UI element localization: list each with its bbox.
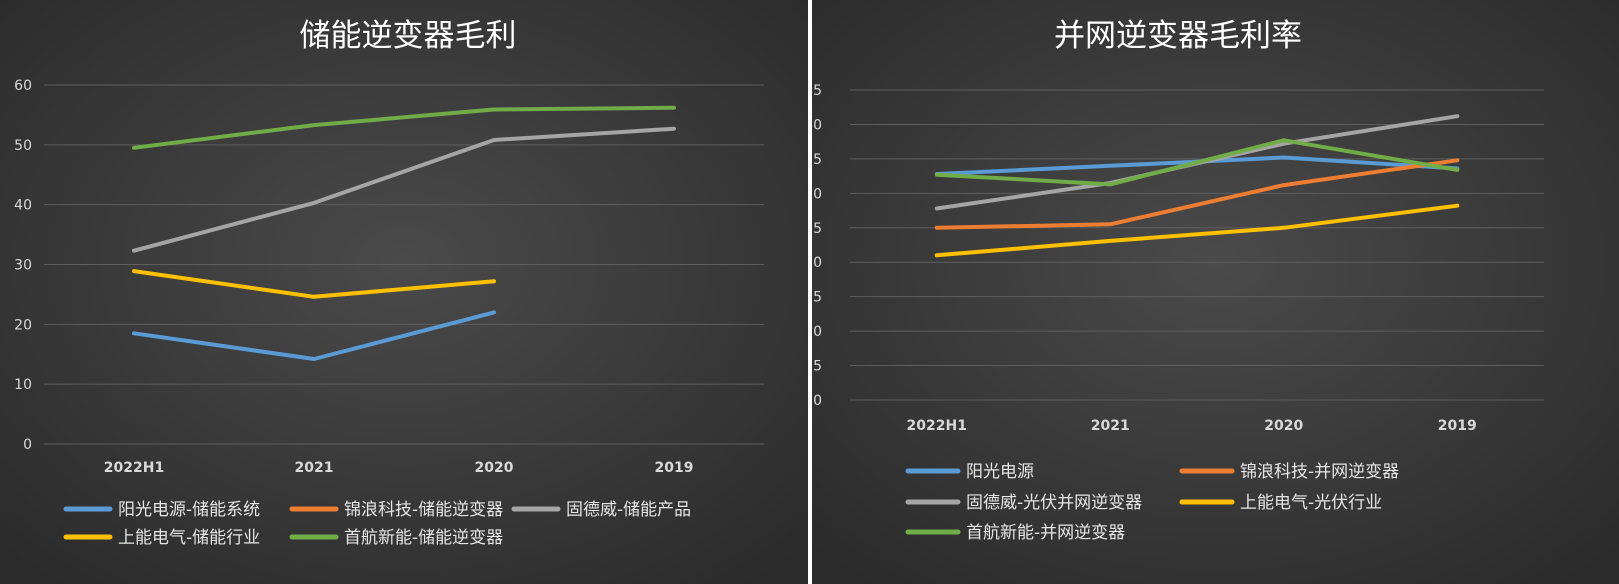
series-line bbox=[132, 105, 676, 150]
y-tick-label: 35 bbox=[812, 152, 822, 168]
x-tick-label: 2020 bbox=[475, 460, 514, 476]
y-tick-label: 25 bbox=[812, 221, 822, 237]
x-tick-label: 2019 bbox=[655, 460, 694, 476]
y-tick-label: 30 bbox=[812, 186, 822, 202]
y-tick-label: 0 bbox=[23, 437, 32, 453]
legend-label: 首航新能-储能逆变器 bbox=[344, 528, 503, 548]
legend-label: 固德威-储能产品 bbox=[566, 500, 691, 520]
legend-label: 首航新能-并网逆变器 bbox=[966, 523, 1125, 543]
y-tick-label: 20 bbox=[812, 255, 822, 271]
legend-label: 固德威-光伏并网逆变器 bbox=[966, 493, 1142, 513]
x-tick-labels: 2022H1 2021 2020 2019 bbox=[104, 460, 694, 476]
y-tick-label: 50 bbox=[14, 138, 32, 154]
series-lines bbox=[934, 114, 1460, 258]
series-line bbox=[934, 138, 1460, 187]
chart-background bbox=[0, 0, 808, 584]
y-tick-label: 20 bbox=[14, 317, 32, 333]
legend-label: 锦浪科技-并网逆变器 bbox=[1240, 462, 1399, 482]
chart-background bbox=[812, 0, 1619, 584]
y-tick-label: 45 bbox=[812, 83, 822, 99]
y-tick-label: 10 bbox=[812, 324, 822, 340]
y-tick-label: 40 bbox=[812, 117, 822, 133]
y-tick-label: 0 bbox=[813, 393, 822, 409]
series-line bbox=[132, 269, 496, 299]
series-lines bbox=[132, 105, 676, 361]
series-line bbox=[934, 203, 1460, 258]
x-tick-labels: 2022H1 2021 2020 2019 bbox=[907, 418, 1477, 434]
legend-label: 锦浪科技-储能逆变器 bbox=[344, 500, 503, 520]
legend-label: 阳光电源 bbox=[966, 462, 1034, 482]
y-tick-label: 15 bbox=[812, 290, 822, 306]
legend-label: 上能电气-光伏行业 bbox=[1240, 493, 1382, 513]
chart-panel-right: 并网逆变器毛利率 051015202530354045 2022H1202120… bbox=[812, 0, 1619, 584]
chart-left: 储能逆变器毛利 0 10 20 30 40 50 60 2022H1 2021 2020 2019… bbox=[0, 0, 808, 584]
y-tick-label: 5 bbox=[813, 359, 822, 375]
y-tick-label: 40 bbox=[14, 198, 32, 214]
x-tick-label: 2019 bbox=[1438, 418, 1477, 434]
y-tick-label: 30 bbox=[14, 258, 32, 274]
x-tick-label: 2021 bbox=[295, 460, 334, 476]
chart-panel-left: 储能逆变器毛利 0 10 20 30 40 50 60 2022H1 2021 2020 2019… bbox=[0, 0, 808, 584]
chart-title: 储能逆变器毛利 bbox=[300, 18, 517, 54]
legend-label: 上能电气-储能行业 bbox=[118, 528, 260, 548]
chart-title: 并网逆变器毛利率 bbox=[1054, 18, 1302, 54]
x-tick-label: 2022H1 bbox=[907, 418, 967, 434]
y-tick-labels: 0 10 20 30 40 50 60 bbox=[14, 78, 32, 453]
series-line bbox=[934, 158, 1460, 230]
x-tick-label: 2020 bbox=[1264, 418, 1303, 434]
y-tick-labels: 0 5 10 15 20 25 30 35 40 45 bbox=[812, 83, 822, 409]
chart-right: 并网逆变器毛利率 051015202530354045 2022H1202120… bbox=[812, 0, 1619, 584]
y-tick-label: 10 bbox=[14, 377, 32, 393]
y-tick-label: 60 bbox=[14, 78, 32, 94]
series-line bbox=[132, 126, 676, 253]
series-line bbox=[132, 310, 496, 361]
legend-label: 阳光电源-储能系统 bbox=[118, 500, 260, 520]
x-tick-label: 2021 bbox=[1091, 418, 1130, 434]
x-tick-label: 2022H1 bbox=[104, 460, 164, 476]
